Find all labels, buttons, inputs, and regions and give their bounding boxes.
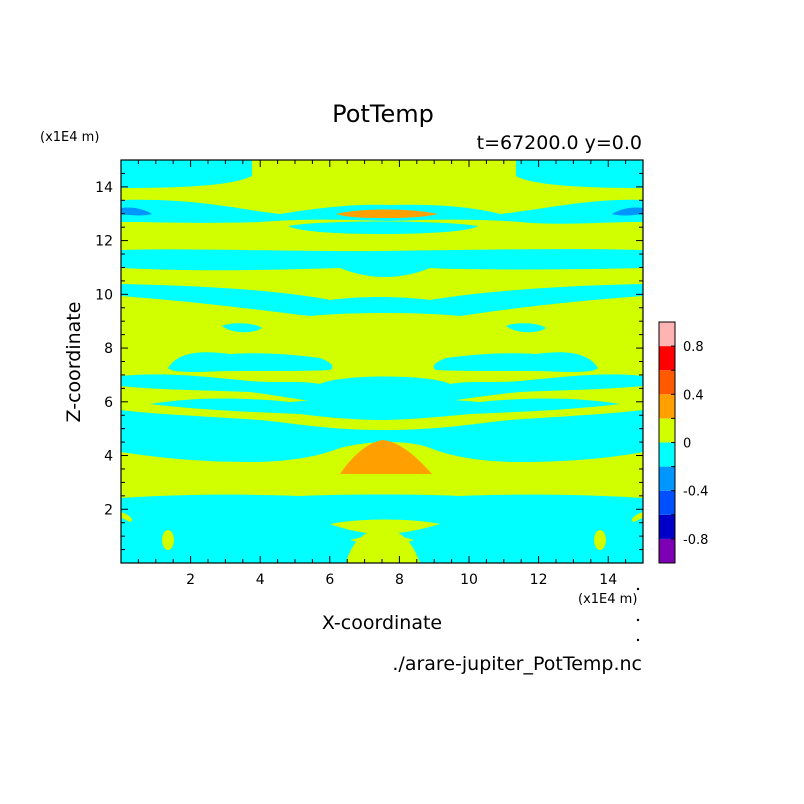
x-tick-label: 2 [186,572,195,588]
colorbar-swatch [659,322,675,347]
colorbar-swatch [659,490,675,515]
contour-band [288,221,478,234]
y-tick-label: 2 [104,502,113,518]
contour-band [506,323,546,333]
x-unit-label: (x1E4 m) [578,592,637,607]
contour-island [631,512,643,522]
colorbar-label: 0 [683,437,691,452]
unit-dot [636,638,640,642]
contour-band [168,352,333,372]
y-unit-label: (x1E4 m) [40,130,99,145]
contour-band [121,494,643,563]
contour-cold-patch [121,207,152,216]
colorbar-swatch [659,538,675,563]
colorbar-swatch [659,514,675,539]
x-tick-label: 12 [530,572,548,588]
x-tick-label: 8 [395,572,404,588]
y-tick-label: 12 [95,234,113,250]
contour-island [350,535,414,545]
colorbar-label: 0.4 [683,388,704,403]
y-tick-label: 8 [104,341,113,357]
colorbar: -0.8 -0.4 0 0.4 0.8 [658,321,708,564]
chart-title: PotTemp [332,100,434,128]
x-tick-label: 10 [460,572,478,588]
x-tick-label: 14 [599,572,617,588]
contour-band [433,352,598,372]
y-tick-label: 6 [104,395,113,411]
x-tick-label: 4 [256,572,265,588]
y-axis-label: Z-coordinate [63,302,85,423]
x-axis-label: X-coordinate [322,612,442,634]
contour-band [121,249,643,277]
x-axis: 2 4 6 8 10 12 14 [120,160,644,588]
colorbar-swatch [659,466,675,491]
colorbar-label: -0.4 [683,485,708,500]
source-file-label: ./arare-jupiter_PotTemp.nc [392,653,642,675]
colorbar-label: 0.8 [683,340,704,355]
contour-island [594,530,606,550]
contour-band [121,284,643,316]
colorbar-label: -0.8 [683,533,708,548]
contour-band [121,160,252,188]
colorbar-swatch [659,394,675,419]
contour-band [121,374,643,404]
contour-band [222,323,262,333]
contour-band [150,396,620,420]
contour-island [330,519,440,534]
contour-band [121,410,643,462]
contour-warm-patch [336,209,438,218]
contour-cold-patch [612,207,643,216]
contour-island [121,512,133,522]
colorbar-swatch [659,346,675,371]
y-axis: 2 4 6 8 10 12 14 [95,159,643,564]
chart-subtitle: t=67200.0 y=0.0 [477,132,642,154]
y-tick-label: 14 [95,180,113,196]
y-tick-label: 4 [104,449,113,465]
y-tick-label: 10 [95,287,113,303]
contour-band [516,160,643,188]
contour-field [121,160,643,563]
x-tick-label: 6 [325,572,334,588]
unit-dot [636,587,640,591]
unit-dot [636,618,640,622]
colorbar-swatch [659,418,675,443]
contour-island [162,530,174,550]
colorbar-swatch [659,442,675,467]
contour-warm-patch [340,440,432,474]
colorbar-swatch [659,370,675,395]
